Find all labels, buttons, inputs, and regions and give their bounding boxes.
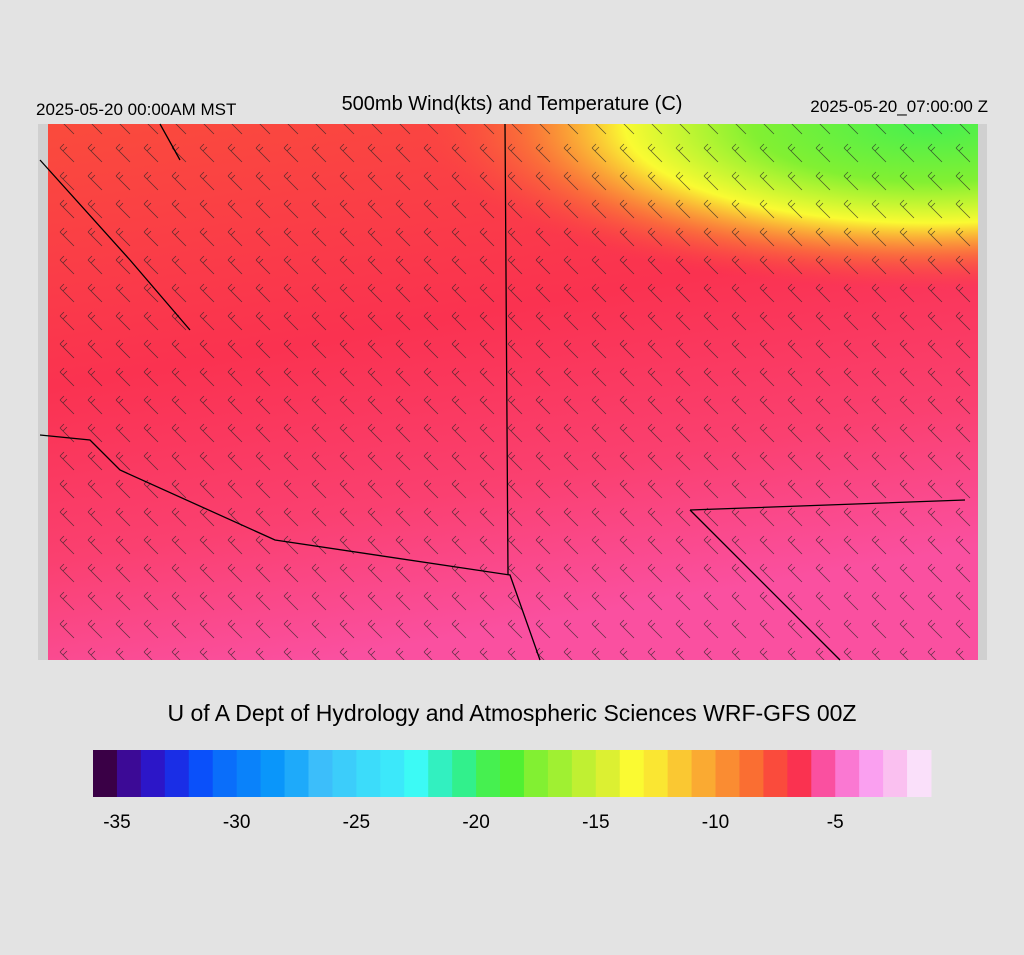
valid-utc: 2025-05-20_07:00:00 Z bbox=[810, 97, 988, 116]
colorbar-cell bbox=[476, 750, 501, 797]
colorbar-tick-label: -5 bbox=[827, 812, 844, 833]
colorbar-cell bbox=[380, 750, 405, 797]
colorbar-tick-label: -20 bbox=[462, 812, 489, 833]
colorbar-cell bbox=[164, 750, 190, 797]
colorbar-cell bbox=[260, 750, 286, 797]
colorbar-tick-label: -25 bbox=[343, 812, 370, 833]
colorbar-cell bbox=[332, 750, 357, 797]
colorbar-cell bbox=[715, 750, 740, 797]
colorbar-cell bbox=[404, 750, 429, 797]
colorbar-cell bbox=[643, 750, 669, 797]
colorbar-cell bbox=[739, 750, 764, 797]
colorbar-cell bbox=[523, 750, 549, 797]
colorbar-cell bbox=[93, 750, 118, 797]
colorbar-cell bbox=[547, 750, 573, 797]
colorbar-tick-label: -30 bbox=[223, 812, 250, 833]
colorbar-cell bbox=[452, 750, 477, 797]
colorbar-cell bbox=[212, 750, 238, 797]
colorbar-cell bbox=[116, 750, 142, 797]
colorbar-cell bbox=[667, 750, 693, 797]
colorbar-cell bbox=[500, 750, 525, 797]
colorbar-cell bbox=[691, 750, 717, 797]
colorbar-cell bbox=[140, 750, 166, 797]
colorbar-cell bbox=[236, 750, 262, 797]
colorbar-cell bbox=[763, 750, 788, 797]
colorbar-cell bbox=[811, 750, 836, 797]
colorbar-cell bbox=[308, 750, 333, 797]
colorbar-cell bbox=[859, 750, 884, 797]
colorbar-cell bbox=[883, 750, 908, 797]
colorbar-cell bbox=[595, 750, 621, 797]
colorbar-cell bbox=[787, 750, 812, 797]
colorbar-cell bbox=[188, 750, 214, 797]
title: 500mb Wind(kts) and Temperature (C) bbox=[342, 93, 683, 115]
map bbox=[38, 123, 987, 661]
colorbar-tick-label: -10 bbox=[702, 812, 729, 833]
colorbar-cell bbox=[619, 750, 645, 797]
valid-local: 2025-05-20 00:00AM MST bbox=[36, 100, 236, 119]
colorbar-cell bbox=[356, 750, 381, 797]
colorbar-tick-label: -15 bbox=[582, 812, 609, 833]
colorbar-cell bbox=[571, 750, 597, 797]
colorbar-cell bbox=[907, 750, 932, 797]
colorbar-cell bbox=[284, 750, 309, 797]
colorbar-cell bbox=[428, 750, 453, 797]
colorbar-cell bbox=[835, 750, 860, 797]
credit: U of A Dept of Hydrology and Atmospheric… bbox=[167, 700, 856, 726]
colorbar: -35 -30 -25 -20 -15 -10 -5 bbox=[93, 750, 932, 833]
colorbar-tick-label: -35 bbox=[103, 812, 130, 833]
